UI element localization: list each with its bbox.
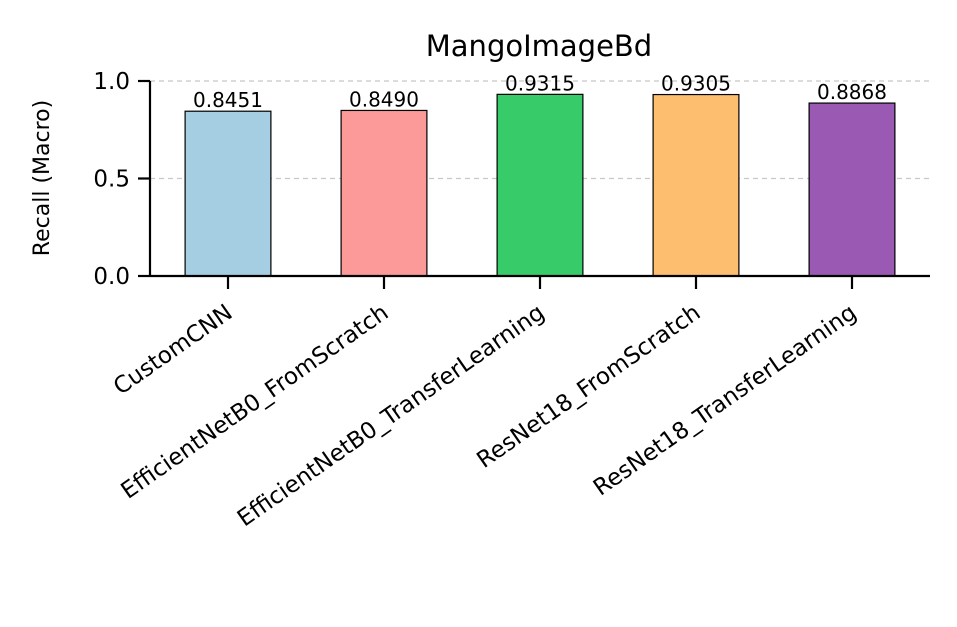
- bar: [652, 93, 740, 277]
- chart-title: MangoImageBd: [426, 29, 652, 63]
- bar-value-label: 0.8490: [349, 87, 419, 111]
- x-tick-label: EfficientNetB0_TransferLearning: [233, 300, 550, 532]
- bar-value-label: 0.8868: [817, 80, 887, 104]
- y-tick-label: 0.5: [93, 167, 130, 193]
- bar-value-label: 0.9315: [505, 71, 575, 95]
- x-tick-label: CustomCNN: [109, 300, 237, 401]
- y-tick-label: 0.0: [93, 264, 130, 290]
- bar: [340, 109, 428, 277]
- value-labels: 0.8451 0.8490 0.9315 0.9305 0.8868: [193, 71, 887, 112]
- bar: [184, 110, 272, 277]
- bar: [808, 102, 896, 277]
- bar-value-label: 0.8451: [193, 88, 263, 112]
- bars: [184, 93, 896, 277]
- x-tick-label: ResNet18_TransferLearning: [589, 300, 862, 502]
- x-ticks: CustomCNNEfficientNetB0_FromScratchEffic…: [109, 276, 861, 532]
- bar-value-label: 0.9305: [661, 72, 731, 96]
- y-ticks: 0.0 0.5 1.0: [93, 69, 150, 290]
- y-tick-label: 1.0: [93, 69, 130, 95]
- x-tick-label: EfficientNetB0_FromScratch: [117, 300, 394, 505]
- y-axis-label: Recall (Macro): [30, 100, 55, 256]
- bar: [496, 93, 584, 277]
